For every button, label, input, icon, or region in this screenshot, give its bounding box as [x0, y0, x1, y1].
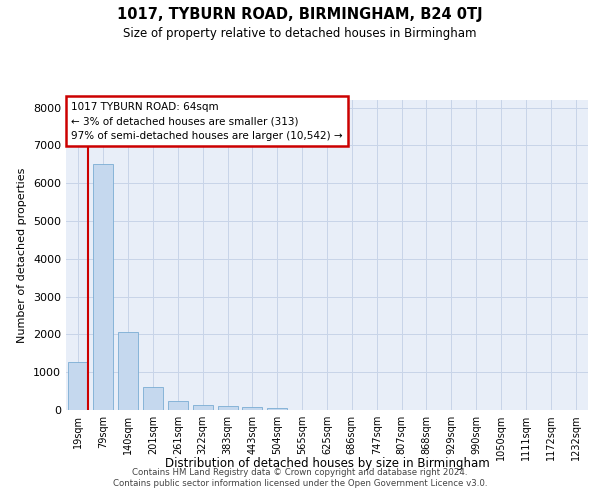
Bar [94, 164, 113, 410]
Text: Contains HM Land Registry data © Crown copyright and database right 2024.
Contai: Contains HM Land Registry data © Crown c… [113, 468, 487, 487]
Bar [168, 400, 188, 410]
Bar [118, 332, 138, 410]
Bar [143, 386, 163, 410]
Bar [193, 405, 212, 410]
Bar [242, 408, 262, 410]
Bar [68, 362, 88, 410]
Y-axis label: Number of detached properties: Number of detached properties [17, 168, 28, 342]
Text: 1017 TYBURN ROAD: 64sqm
← 3% of detached houses are smaller (313)
97% of semi-de: 1017 TYBURN ROAD: 64sqm ← 3% of detached… [71, 102, 343, 141]
Bar [268, 408, 287, 410]
Text: 1017, TYBURN ROAD, BIRMINGHAM, B24 0TJ: 1017, TYBURN ROAD, BIRMINGHAM, B24 0TJ [117, 8, 483, 22]
Text: Size of property relative to detached houses in Birmingham: Size of property relative to detached ho… [123, 28, 477, 40]
Bar [218, 406, 238, 410]
Text: Distribution of detached houses by size in Birmingham: Distribution of detached houses by size … [164, 458, 490, 470]
